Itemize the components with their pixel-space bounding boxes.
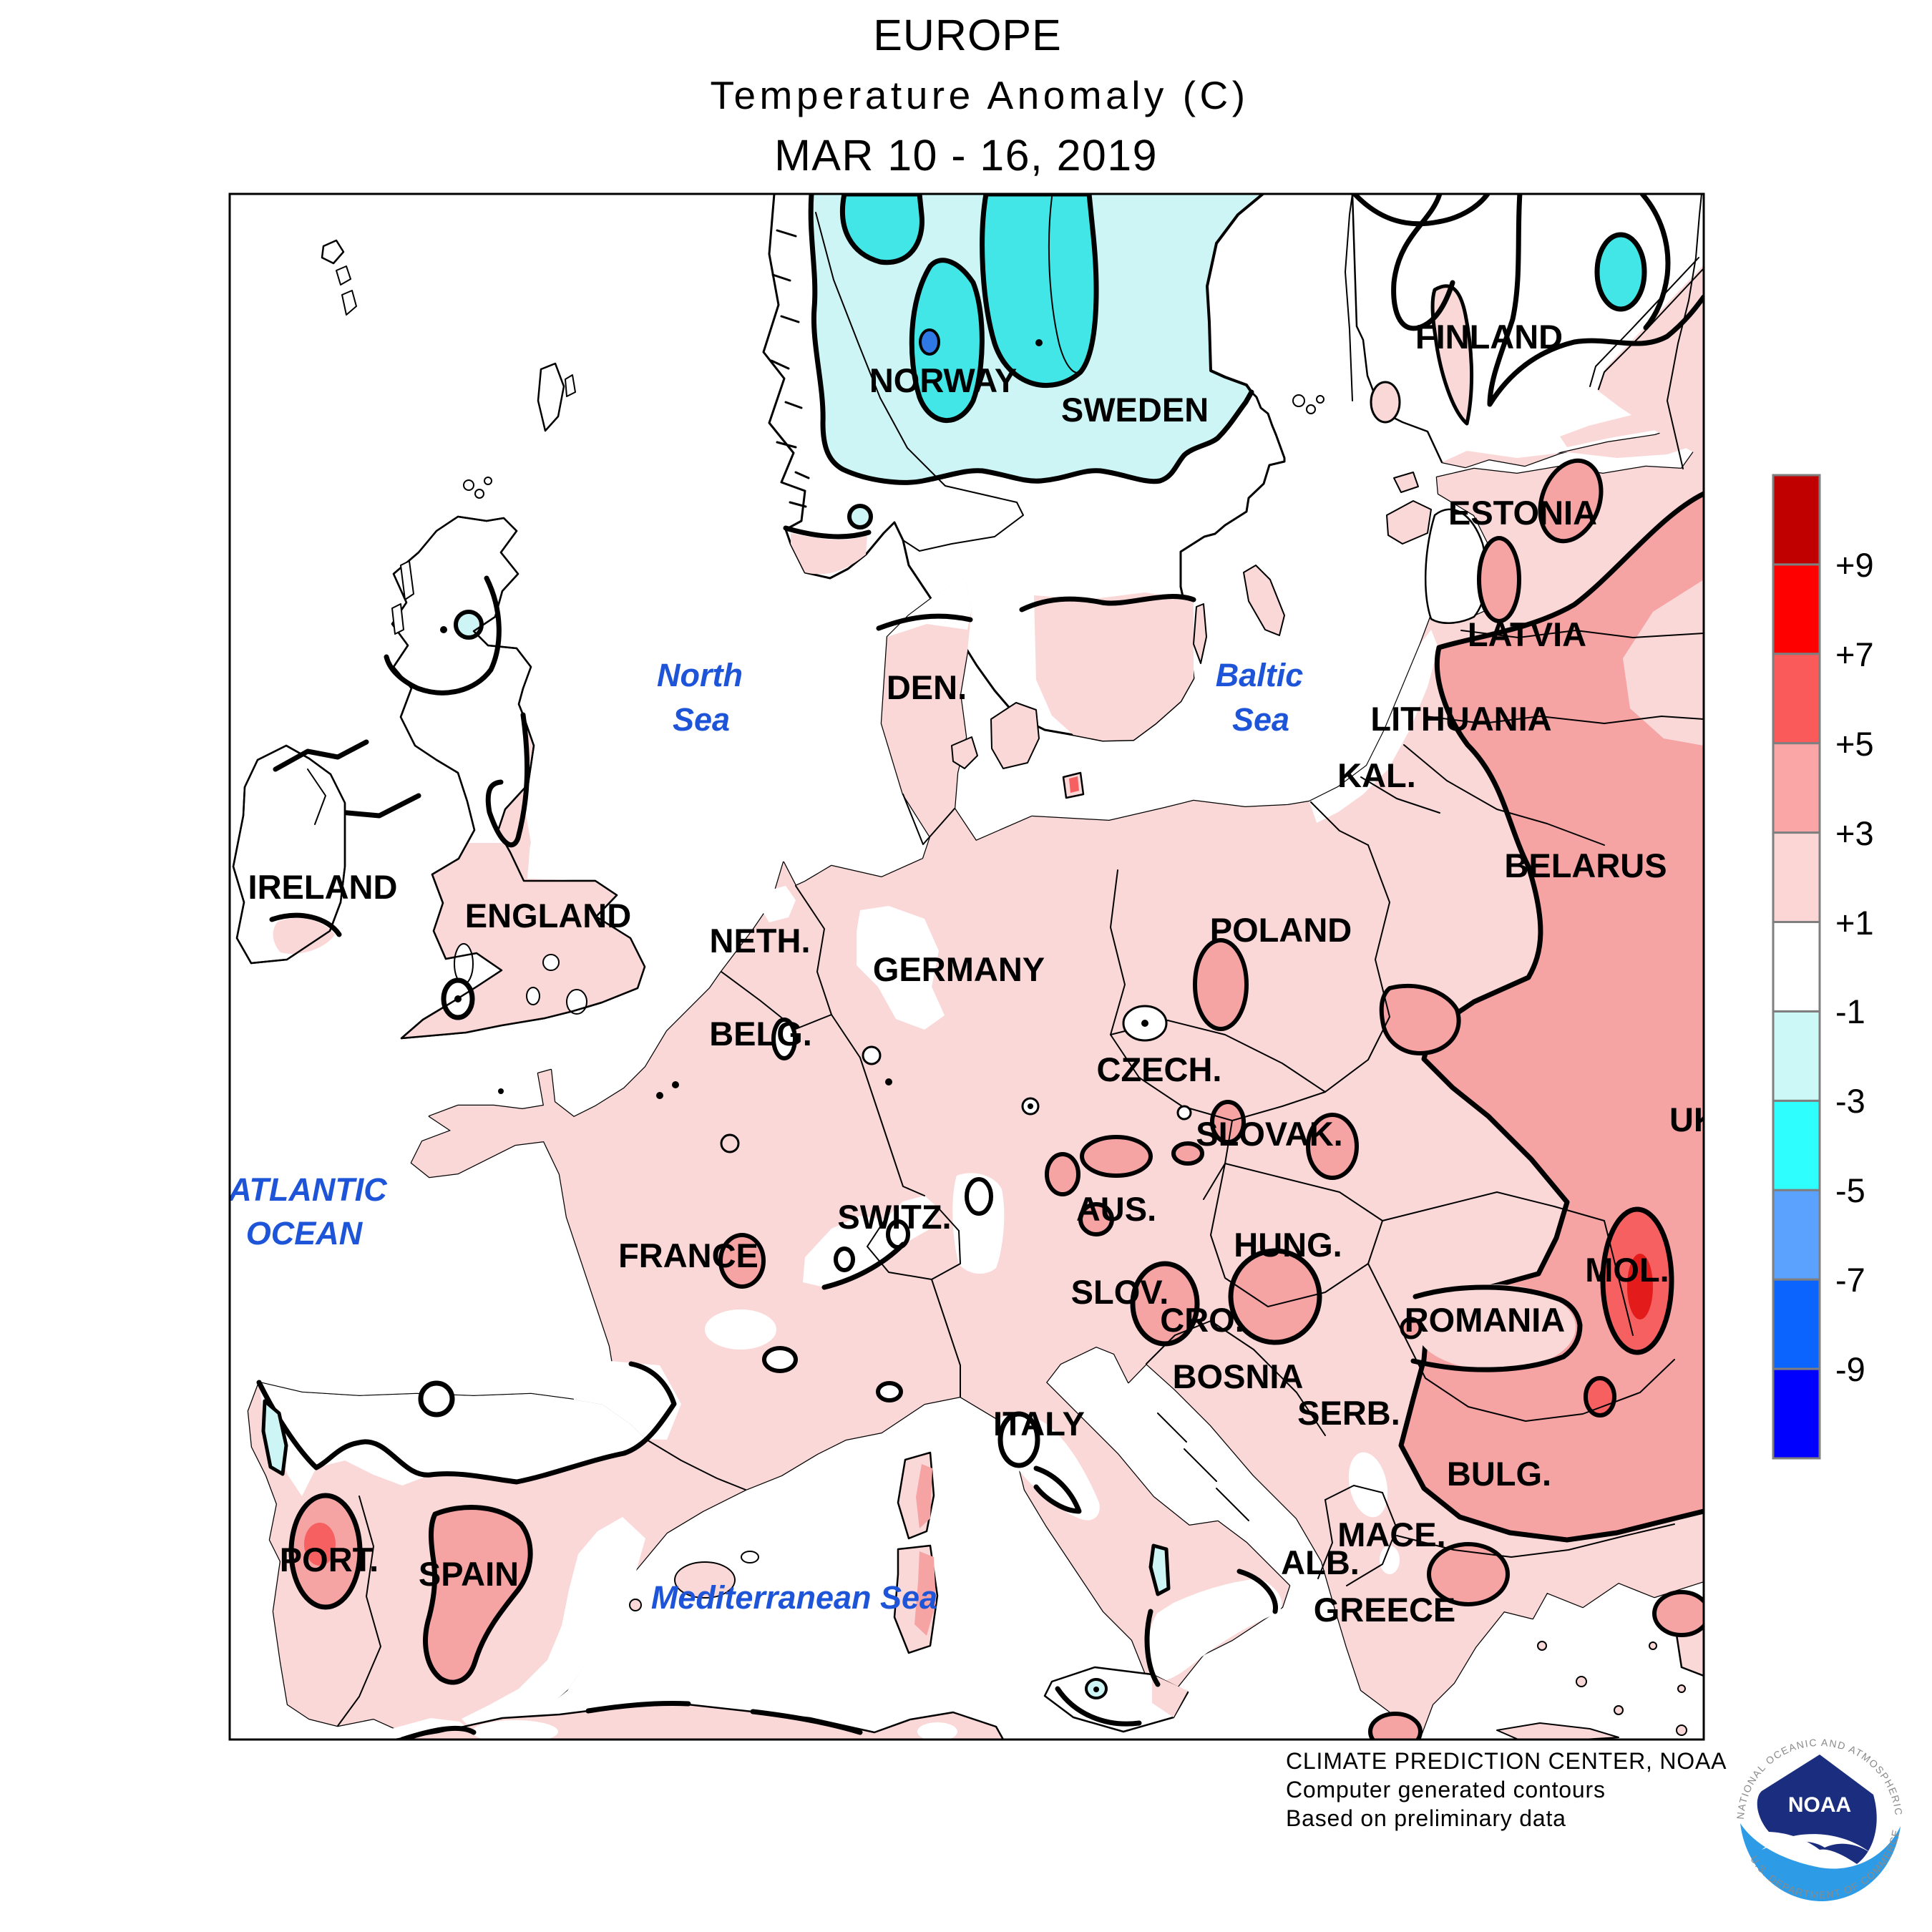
svg-text:BELG.: BELG. <box>709 1015 812 1053</box>
svg-text:Based on preliminary data: Based on preliminary data <box>1286 1805 1566 1831</box>
svg-text:FRANCE: FRANCE <box>618 1236 758 1274</box>
svg-text:ITALY: ITALY <box>993 1405 1085 1443</box>
svg-text:GERMANY: GERMANY <box>873 950 1045 988</box>
svg-text:POLAND: POLAND <box>1210 911 1352 949</box>
svg-text:Sea: Sea <box>673 701 730 738</box>
svg-text:+1: +1 <box>1835 904 1874 942</box>
svg-text:SWEDEN: SWEDEN <box>1061 391 1209 429</box>
svg-text:ALB.: ALB. <box>1281 1543 1360 1581</box>
svg-text:BOSNIA: BOSNIA <box>1173 1357 1304 1395</box>
svg-text:+7: +7 <box>1835 635 1874 673</box>
svg-text:Temperature Anomaly (C): Temperature Anomaly (C) <box>710 73 1249 117</box>
svg-text:Sea: Sea <box>1232 701 1289 738</box>
svg-text:-7: -7 <box>1835 1261 1865 1299</box>
svg-text:CLIMATE PREDICTION CENTER, NOA: CLIMATE PREDICTION CENTER, NOAA <box>1286 1748 1727 1774</box>
svg-text:DEN.: DEN. <box>887 668 967 706</box>
svg-text:NOAA: NOAA <box>1788 1793 1851 1817</box>
svg-text:FINLAND: FINLAND <box>1415 318 1563 356</box>
svg-text:ATLANTIC: ATLANTIC <box>228 1171 388 1208</box>
svg-text:Computer generated contours: Computer generated contours <box>1286 1777 1606 1802</box>
svg-text:IRELAND: IRELAND <box>248 868 398 906</box>
svg-text:Baltic: Baltic <box>1216 657 1304 693</box>
svg-text:BELARUS: BELARUS <box>1504 847 1667 884</box>
svg-text:PORT.: PORT. <box>280 1541 379 1579</box>
svg-text:LATVIA: LATVIA <box>1468 615 1586 653</box>
svg-text:-9: -9 <box>1835 1350 1865 1388</box>
svg-text:ROMANIA: ROMANIA <box>1405 1301 1566 1339</box>
svg-text:CZECH.: CZECH. <box>1097 1050 1222 1088</box>
svg-text:OCEAN: OCEAN <box>246 1215 364 1252</box>
svg-text:GREECE: GREECE <box>1314 1591 1456 1629</box>
svg-text:North: North <box>657 657 743 693</box>
svg-text:MOL.: MOL. <box>1585 1251 1669 1289</box>
svg-text:BULG.: BULG. <box>1447 1455 1551 1493</box>
svg-text:NORWAY: NORWAY <box>869 361 1017 399</box>
svg-text:CRO.: CRO. <box>1160 1301 1244 1339</box>
svg-text:MACE.: MACE. <box>1337 1516 1445 1553</box>
svg-text:UKRAINE: UKRAINE <box>1669 1101 1823 1138</box>
svg-text:ENGLAND: ENGLAND <box>465 897 631 935</box>
svg-text:-3: -3 <box>1835 1082 1865 1120</box>
svg-text:SWITZ.: SWITZ. <box>837 1198 951 1236</box>
svg-text:EUROPE: EUROPE <box>873 11 1062 59</box>
svg-text:AUS.: AUS. <box>1076 1190 1156 1228</box>
svg-text:Mediterranean Sea: Mediterranean Sea <box>651 1579 937 1616</box>
svg-text:SERB.: SERB. <box>1297 1394 1400 1432</box>
svg-text:NETH.: NETH. <box>710 922 811 960</box>
svg-text:SLOV.: SLOV. <box>1071 1273 1169 1311</box>
svg-text:LITHUANIA: LITHUANIA <box>1370 700 1551 738</box>
svg-text:+3: +3 <box>1835 814 1874 852</box>
svg-text:SLOVAK.: SLOVAK. <box>1196 1115 1342 1153</box>
svg-text:MAR 10 - 16, 2019: MAR 10 - 16, 2019 <box>774 131 1158 180</box>
svg-text:HUNG.: HUNG. <box>1234 1226 1342 1264</box>
svg-text:SPAIN: SPAIN <box>419 1555 519 1593</box>
svg-text:+5: +5 <box>1835 725 1874 763</box>
svg-text:KAL.: KAL. <box>1337 756 1416 794</box>
svg-text:+9: +9 <box>1835 546 1874 584</box>
svg-text:-1: -1 <box>1835 992 1865 1030</box>
svg-text:ESTONIA: ESTONIA <box>1448 494 1597 532</box>
svg-text:-5: -5 <box>1835 1171 1865 1209</box>
